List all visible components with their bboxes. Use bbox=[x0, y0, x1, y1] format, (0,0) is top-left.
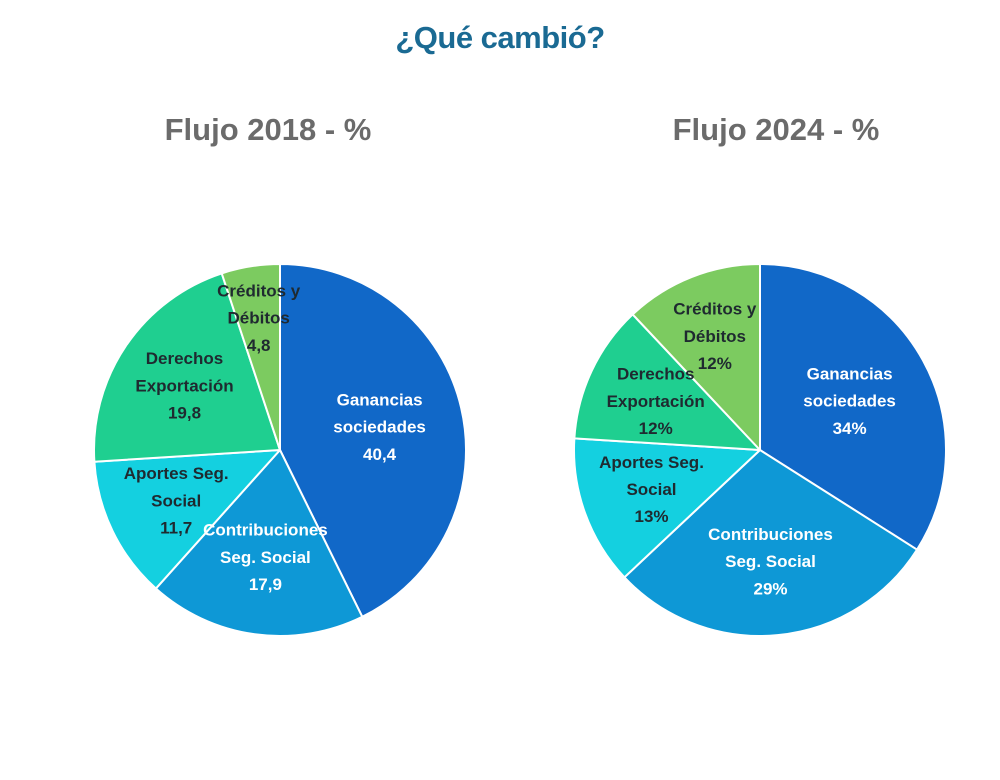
slice-category-label: Exportación bbox=[135, 376, 233, 395]
slice-label-aportes-seg: Aportes Seg. Social 11,7 bbox=[124, 464, 229, 537]
pie-slice-contribuciones bbox=[154, 449, 364, 637]
slice-category-label: Ganancias bbox=[337, 391, 423, 410]
pie-slice-ganancias bbox=[279, 263, 467, 618]
slice-value-label: 19,8 bbox=[168, 404, 201, 423]
slice-category-label: Aportes Seg. bbox=[124, 464, 229, 483]
pie-slice-derechos bbox=[573, 313, 761, 451]
slice-category-label: Contribuciones bbox=[708, 525, 833, 544]
page-title: ¿Qué cambió? bbox=[395, 20, 605, 55]
slice-label-derechos: Derechos Exportación 12% bbox=[607, 365, 705, 438]
slice-label-creditos-y: Créditos y Débitos 4,8 bbox=[217, 282, 301, 355]
slice-label-contribuciones: Contribuciones Seg. Social 17,9 bbox=[203, 521, 328, 594]
slice-label-contribuciones: Contribuciones Seg. Social 29% bbox=[708, 525, 833, 598]
slice-category-label: Débitos bbox=[684, 327, 746, 346]
slice-category-label: Débitos bbox=[228, 309, 290, 328]
pie-chart-2: Flujo 2024 - % Ganancias sociedades 34% Cont… bbox=[573, 112, 947, 637]
slice-value-label: 4,8 bbox=[247, 336, 271, 355]
slice-label-aportes-seg: Aportes Seg. Social 13% bbox=[599, 453, 704, 526]
slice-category-label: Créditos y bbox=[217, 282, 301, 301]
slice-category-label: sociedades bbox=[333, 418, 426, 437]
pie-chart-1: Flujo 2018 - % Ganancias sociedades 40,4 Con… bbox=[93, 112, 467, 637]
slice-label-creditos-y: Créditos y Débitos 12% bbox=[673, 300, 757, 373]
slice-value-label: 12% bbox=[639, 419, 673, 438]
slice-value-label: 40,4 bbox=[363, 445, 397, 464]
slice-category-label: sociedades bbox=[803, 392, 896, 411]
pie-slice-derechos bbox=[93, 272, 281, 463]
slice-value-label: 12% bbox=[698, 354, 732, 373]
slice-category-label: Social bbox=[151, 491, 201, 510]
slice-value-label: 11,7 bbox=[160, 519, 192, 538]
pie-slice-creditos-y bbox=[220, 263, 281, 451]
slice-category-label: Exportación bbox=[607, 392, 705, 411]
slice-value-label: 29% bbox=[753, 579, 787, 598]
chart-title: Flujo 2024 - % bbox=[673, 112, 880, 147]
chart-title: Flujo 2018 - % bbox=[165, 112, 372, 147]
slice-category-label: Derechos bbox=[146, 349, 223, 368]
pie-slice-aportes-seg bbox=[573, 437, 761, 579]
slice-label-ganancias: Ganancias sociedades 34% bbox=[803, 365, 896, 438]
pie-slice-aportes-seg bbox=[93, 449, 281, 590]
slice-category-label: Social bbox=[626, 480, 676, 499]
slice-category-label: Derechos bbox=[617, 365, 694, 384]
slice-category-label: Créditos y bbox=[673, 300, 757, 319]
slice-category-label: Ganancias bbox=[807, 365, 893, 384]
slice-category-label: Aportes Seg. bbox=[599, 453, 704, 472]
slice-value-label: 17,9 bbox=[249, 575, 282, 594]
slice-category-label: Seg. Social bbox=[220, 548, 311, 567]
slice-label-ganancias: Ganancias sociedades 40,4 bbox=[333, 391, 426, 464]
pie-slice-contribuciones bbox=[623, 449, 919, 637]
pie-slice-ganancias bbox=[759, 263, 947, 551]
slice-category-label: Contribuciones bbox=[203, 521, 328, 540]
slice-category-label: Seg. Social bbox=[725, 552, 816, 571]
slice-value-label: 13% bbox=[634, 507, 668, 526]
slice-value-label: 34% bbox=[833, 419, 867, 438]
pie-slice-creditos-y bbox=[631, 263, 761, 451]
slice-label-derechos: Derechos Exportación 19,8 bbox=[135, 349, 233, 422]
